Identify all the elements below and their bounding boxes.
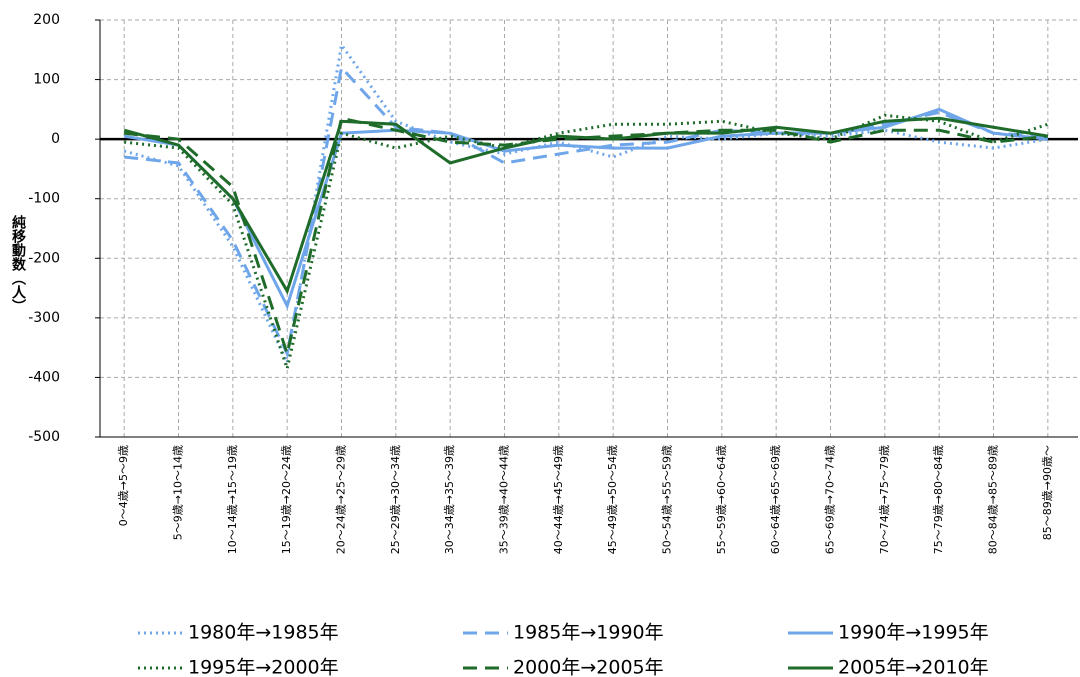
y-axis-title: 純移動数（人）: [10, 214, 27, 313]
x-tick-label: 45～49歳→50～54歳: [606, 445, 619, 554]
x-tick-label: 15～19歳→20～24歳: [280, 445, 293, 554]
y-tick-label: -300: [28, 310, 60, 326]
series-line: [124, 116, 1048, 360]
x-tick-label: 75～79歳→80～84歳: [932, 445, 945, 554]
x-tick-label: 30～34歳→35～39歳: [443, 445, 456, 554]
y-tick-label: -400: [28, 369, 60, 385]
x-tick-label: 65～69歳→70～74歳: [824, 445, 837, 554]
x-tick-label: 50～54歳→55～59歳: [661, 445, 674, 554]
x-tick-label: 60～64歳→65～69歳: [769, 445, 782, 554]
x-tick-label: 85～89歳→90歳～: [1041, 445, 1054, 540]
legend-label: 2000年→2005年: [513, 657, 664, 677]
series-line: [123, 107, 1048, 310]
y-tick-label: -500: [28, 429, 60, 445]
x-tick-label: 20～24歳→25～29歳: [335, 445, 348, 554]
legend-label: 1980年→1985年: [188, 622, 339, 644]
y-tick-label: -200: [28, 250, 60, 266]
y-tick-label: 0: [51, 131, 60, 147]
y-tick-label: 200: [33, 12, 60, 28]
x-tick-label: 25～29歳→30～34歳: [389, 445, 402, 554]
y-tick-label: 100: [33, 72, 60, 88]
legend-label: 1995年→2000年: [188, 657, 339, 677]
legend-label: 1990年→1995年: [838, 622, 989, 644]
x-tick-label: 80～84歳→85～89歳: [987, 445, 1000, 554]
series-line: [123, 116, 1049, 295]
series-line: [124, 113, 1049, 375]
legend-label: 1985年→1990年: [513, 622, 664, 644]
x-tick-label: 35～39歳→40～44歳: [498, 445, 511, 554]
x-tick-label: 55～59歳→60～64歳: [715, 445, 728, 554]
legend-label: 2005年→2010年: [838, 657, 989, 677]
y-tick-label: -100: [28, 191, 60, 207]
x-tick-label: 10～14歳→15～19歳: [226, 445, 239, 554]
x-tick-label: 0～4歳→5～9歳: [117, 445, 130, 526]
x-tick-label: 5～9歳→10～14歳: [172, 445, 185, 540]
x-tick-label: 70～74歳→75～79歳: [878, 445, 891, 554]
x-tick-label: 40～44歳→45～49歳: [552, 445, 565, 554]
